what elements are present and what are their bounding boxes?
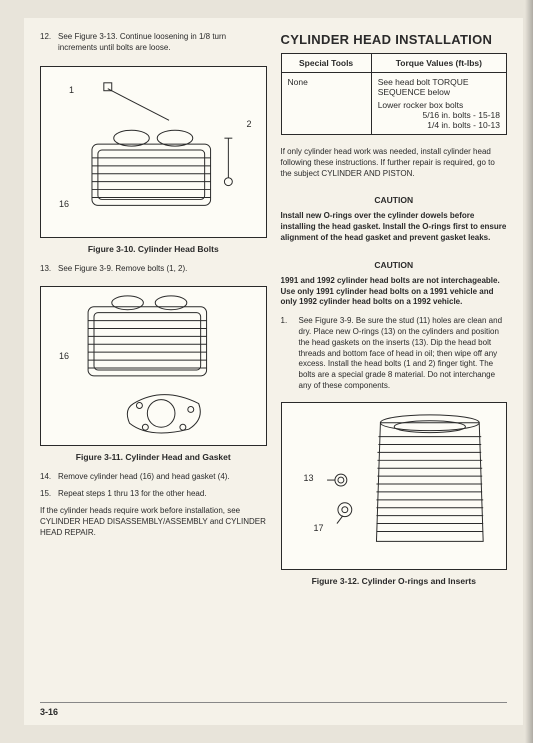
figure-3-12-caption: Figure 3-12. Cylinder O-rings and Insert… [281, 576, 508, 586]
td-torque: See head bolt TORQUE SEQUENCE below Lowe… [371, 73, 506, 135]
th-special-tools: Special Tools [281, 54, 371, 73]
page-number: 3-16 [40, 702, 507, 717]
callout-16: 16 [59, 351, 69, 361]
torque-table: Special Tools Torque Values (ft-lbs) Non… [281, 53, 508, 135]
step-14: 14. Remove cylinder head (16) and head g… [40, 472, 267, 483]
step-15: 15. Repeat steps 1 thru 13 for the other… [40, 489, 267, 500]
figure-3-12: 13 17 [281, 402, 508, 570]
caution-1-text: Install new O-rings over the cylinder do… [281, 211, 508, 243]
figure-3-11-caption: Figure 3-11. Cylinder Head and Gasket [40, 452, 267, 462]
install-step-1: 1. See Figure 3-9. Be sure the stud (11)… [281, 316, 508, 392]
step-num: 13. [40, 264, 58, 275]
step-text: See Figure 3-9. Remove bolts (1, 2). [58, 264, 187, 275]
figure-3-10-caption: Figure 3-10. Cylinder Head Bolts [40, 244, 267, 254]
callout-2: 2 [246, 119, 251, 129]
intro-para: If only cylinder head work was needed, i… [281, 147, 508, 179]
step-num: 15. [40, 489, 58, 500]
figure-3-10: 1 2 16 [40, 66, 267, 238]
section-title: CYLINDER HEAD INSTALLATION [281, 32, 508, 47]
step-12: 12. See Figure 3-13. Continue loosening … [40, 32, 267, 54]
callout-17: 17 [314, 523, 324, 533]
step-text: Repeat steps 1 thru 13 for the other hea… [58, 489, 207, 500]
caution-2-text: 1991 and 1992 cylinder head bolts are no… [281, 276, 508, 308]
caution-1-label: CAUTION [281, 195, 508, 205]
step-num: 12. [40, 32, 58, 54]
closing-para: If the cylinder heads require work befor… [40, 506, 267, 538]
callout-13: 13 [304, 473, 314, 483]
step-num: 1. [281, 316, 299, 392]
td-tools: None [281, 73, 371, 135]
figure-3-11: 16 [40, 286, 267, 446]
step-text: See Figure 3-9. Be sure the stud (11) ho… [299, 316, 508, 392]
right-column: CYLINDER HEAD INSTALLATION Special Tools… [281, 32, 508, 702]
step-num: 14. [40, 472, 58, 483]
th-torque: Torque Values (ft-lbs) [371, 54, 506, 73]
callout-16: 16 [59, 199, 69, 209]
step-text: Remove cylinder head (16) and head gaske… [58, 472, 230, 483]
left-column: 12. See Figure 3-13. Continue loosening … [40, 32, 267, 702]
step-text: See Figure 3-13. Continue loosening in 1… [58, 32, 267, 54]
callout-1: 1 [69, 85, 74, 95]
page-edge-shadow [525, 0, 533, 743]
caution-2-label: CAUTION [281, 260, 508, 270]
step-13: 13. See Figure 3-9. Remove bolts (1, 2). [40, 264, 267, 275]
